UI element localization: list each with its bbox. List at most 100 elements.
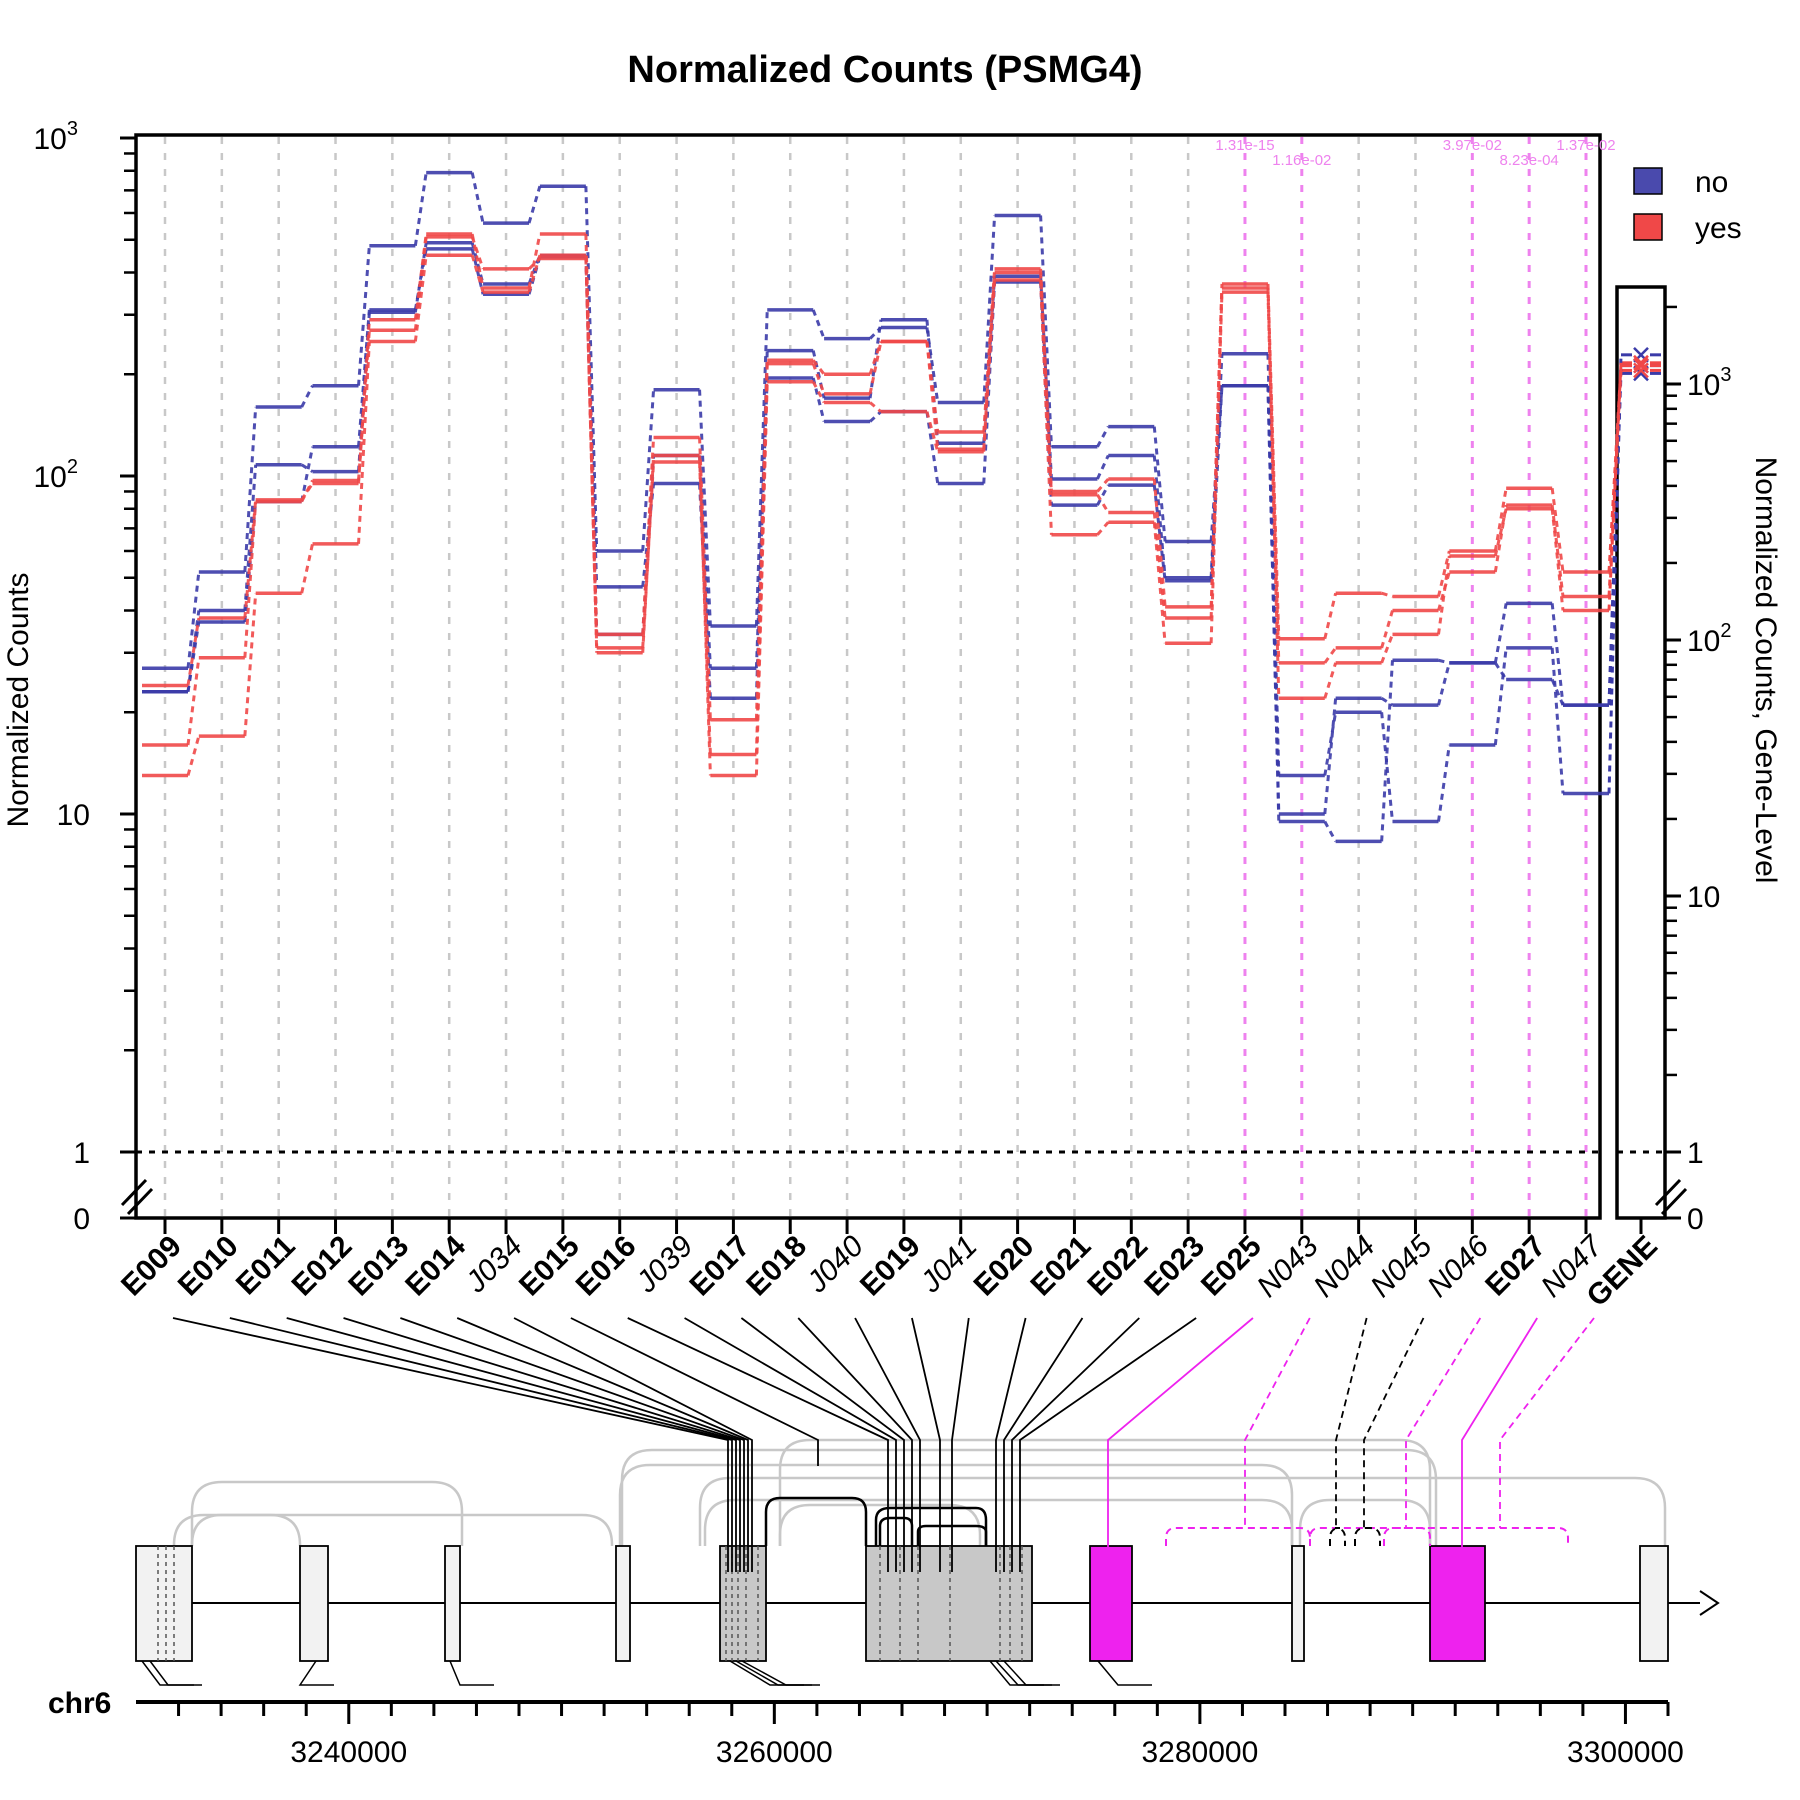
connector-no	[1550, 678, 1565, 706]
connector-yes	[1323, 662, 1338, 699]
novel-junction-arc	[1383, 1527, 1431, 1546]
connector-yes	[1152, 522, 1167, 644]
intron-arc	[1298, 1498, 1432, 1546]
connector-yes	[698, 455, 712, 776]
feature-label-E011: E011	[230, 1230, 302, 1302]
gene-axis-break-mark	[1654, 1178, 1682, 1207]
exon-tail-mark	[149, 1660, 202, 1686]
feature-label-E020: E020	[968, 1230, 1041, 1303]
junction-arc-J039	[874, 1506, 988, 1546]
connector-no	[1380, 660, 1394, 842]
series-yes-6	[142, 253, 1609, 778]
feature-connector-E011	[286, 1317, 737, 1572]
connector-no	[357, 309, 371, 447]
y-tick-label-10: 10	[57, 799, 90, 832]
connector-yes	[1323, 592, 1338, 640]
pvalue-N046: 3.97e-02	[1443, 137, 1502, 154]
exon-block	[299, 1545, 329, 1662]
connector-yes	[470, 236, 485, 270]
junction-arc-J034	[764, 1496, 868, 1546]
feature-connector-E025	[1107, 1317, 1254, 1568]
connector-yes	[243, 593, 258, 737]
feature-connector-E023	[1019, 1317, 1197, 1572]
exon-tail-mark	[298, 1660, 334, 1686]
gene-axis-break-mark	[1660, 1187, 1688, 1216]
exon-block-E015-E016	[719, 1545, 767, 1662]
connector-no	[925, 327, 940, 403]
chart-title: Normalized Counts (PSMG4)	[627, 49, 1142, 91]
plot-frame	[134, 133, 1602, 1220]
legend-label-yes: yes	[1695, 212, 1742, 245]
connector-yes	[300, 479, 314, 503]
connector-no	[869, 410, 882, 423]
novel-junction-arc	[1354, 1527, 1381, 1546]
exon-tail-mark	[1003, 1660, 1060, 1686]
connector-yes	[811, 363, 826, 395]
connector-no	[527, 185, 542, 224]
connector-yes	[584, 255, 599, 653]
exon-block-E027	[1429, 1545, 1486, 1662]
connector-no	[1096, 484, 1110, 506]
connector-no	[868, 319, 883, 399]
plot-area: 1.31e-151.16e-02 3.97e-028.23e-041.37e-02…	[34, 118, 1616, 1236]
feature-label-J039: J039	[629, 1229, 699, 1299]
connector-no	[811, 377, 826, 422]
feature-connector-J040	[854, 1317, 921, 1572]
feature-label-N044: N044	[1308, 1230, 1382, 1304]
feature-label-J041: J041	[914, 1230, 984, 1300]
feature-connector-E020	[995, 1317, 1027, 1572]
intron-arc	[778, 1503, 982, 1546]
connector-yes	[1493, 504, 1508, 573]
strand-arrow	[1699, 1590, 1720, 1616]
gene-level-panel: 0 1 10 102 103	[1607, 285, 1732, 1236]
connector-no	[300, 463, 314, 473]
gene-model: chr6 3240000 3260000 3280000 3300000	[48, 1317, 1720, 1769]
connector-no	[1494, 662, 1508, 681]
connector-yes	[1209, 292, 1224, 644]
connector-yes	[869, 401, 882, 413]
exon-block-last	[1639, 1545, 1669, 1662]
feature-label-J040: J040	[800, 1229, 870, 1299]
genomic-tick-label-3300000: 3300000	[1567, 1736, 1684, 1769]
connector-no	[357, 245, 371, 386]
intron-arc	[703, 1498, 1294, 1546]
feature-connector-J034	[513, 1317, 753, 1572]
feature-label-E018: E018	[740, 1230, 813, 1303]
feature-connector-E015	[570, 1317, 819, 1466]
connector-yes	[1550, 488, 1565, 573]
novel-junction-arc	[1329, 1527, 1346, 1546]
pvalue-N043: 1.16e-02	[1272, 152, 1331, 169]
connector-no	[982, 215, 997, 403]
y-tick-label-1: 1	[73, 1137, 90, 1170]
feature-label-E027: E027	[1479, 1230, 1552, 1303]
connector-yes	[1493, 508, 1508, 557]
connector-yes	[1096, 477, 1110, 493]
connector-no	[1096, 425, 1110, 448]
novel-junction-arc	[1165, 1527, 1311, 1546]
feature-label-E012: E012	[286, 1230, 359, 1303]
connector-yes	[1437, 550, 1451, 597]
exon-tail-mark	[989, 1660, 1044, 1686]
connector-no	[1152, 455, 1167, 578]
connector-yes	[413, 236, 428, 331]
feature-connector-N043	[1244, 1317, 1311, 1528]
connector-yes	[1380, 633, 1394, 664]
feature-connector-N047	[1499, 1317, 1595, 1528]
connector-no	[1323, 820, 1337, 843]
feature-connector-E014	[456, 1317, 749, 1572]
feature-connector-J041	[951, 1317, 970, 1572]
genomic-tick-label-3280000: 3280000	[1141, 1736, 1258, 1769]
novel-junction-arc	[1309, 1527, 1569, 1546]
y-tick-label-10^3: 103	[34, 118, 79, 156]
feature-label-E021: E021	[1025, 1230, 1098, 1303]
feature-label-E016: E016	[570, 1230, 643, 1303]
connector-no	[1323, 698, 1338, 815]
connector-yes	[1266, 292, 1281, 699]
feature-connector-E009	[172, 1317, 729, 1572]
feature-connector-E013	[400, 1317, 745, 1572]
gene-connector-yes	[1607, 362, 1623, 611]
gene-level-frame	[1615, 285, 1667, 1220]
connector-no	[1266, 385, 1281, 822]
feature-connector-N046	[1405, 1317, 1482, 1528]
exon-tail-mark	[141, 1660, 194, 1686]
